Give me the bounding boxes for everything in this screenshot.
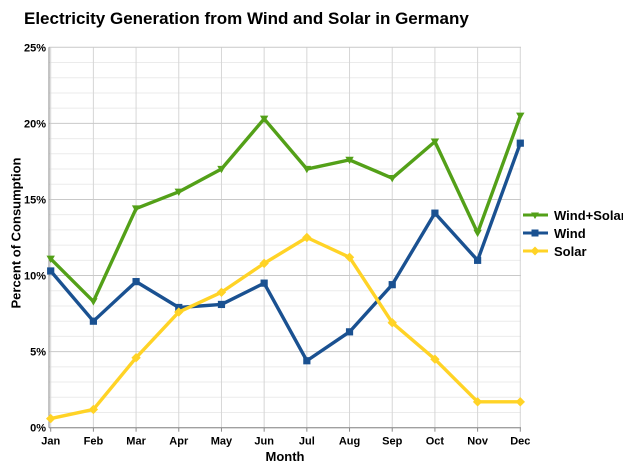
legend-item-wind-solar: Wind+Solar: [522, 207, 623, 223]
x-tick-label: Feb: [84, 436, 104, 448]
legend-item-wind: Wind: [522, 225, 623, 241]
y-tick-label: 15%: [24, 194, 46, 206]
data-point-wind-solar: [473, 229, 482, 238]
data-point-solar: [344, 252, 355, 262]
x-tick-label: Jul: [299, 436, 315, 448]
x-tick-label: May: [211, 436, 233, 448]
data-point-solar: [472, 397, 483, 407]
data-point-wind-solar: [259, 115, 269, 124]
square-legend-marker-icon: [523, 229, 548, 237]
data-point-wind-solar: [430, 138, 440, 146]
data-point-wind: [345, 328, 354, 336]
x-tick-label: Nov: [467, 436, 489, 448]
data-point-solar: [88, 404, 99, 415]
data-point-wind: [89, 317, 97, 325]
data-point-wind: [132, 278, 140, 286]
data-point-wind-solar: [89, 298, 98, 306]
data-point-wind: [260, 279, 268, 287]
legend-label: Solar: [554, 243, 587, 259]
data-point-wind-solar: [131, 205, 141, 213]
data-point-solar: [515, 397, 525, 407]
data-point-solar: [131, 353, 141, 363]
x-axis-title: Month: [265, 449, 305, 464]
y-tick-label: 0%: [30, 423, 46, 435]
x-tick-label: Apr: [169, 436, 189, 448]
y-tick-label: 5%: [30, 347, 46, 359]
data-point-wind: [303, 357, 311, 365]
data-point-wind: [47, 267, 55, 275]
data-point-solar: [46, 413, 56, 424]
data-point-wind-solar: [345, 156, 354, 165]
data-point-solar: [174, 307, 184, 317]
x-tick-label: Dec: [510, 436, 530, 448]
data-point-wind-solar: [217, 165, 226, 174]
data-point-wind-solar: [46, 255, 55, 264]
data-point-wind-solar: [174, 188, 183, 197]
data-point-wind: [388, 281, 396, 289]
series-line-wind-solar: [49, 114, 522, 304]
y-tick-label: 10%: [24, 271, 46, 283]
data-point-wind-solar: [388, 174, 397, 183]
legend-label: Wind: [554, 225, 586, 241]
data-point-wind-solar: [302, 165, 312, 174]
chart-title: Electricity Generation from Wind and Sol…: [24, 9, 469, 28]
diamond-legend-marker-icon: [523, 246, 548, 256]
x-tick-label: Jan: [41, 436, 60, 448]
legend-item-solar: Solar: [522, 243, 623, 259]
data-point-wind-solar: [516, 112, 525, 120]
legend: Wind+Solar Wind Solar: [522, 207, 623, 259]
legend-label: Wind+Solar: [554, 207, 623, 223]
y-axis-title: Percent of Consumption: [8, 157, 24, 309]
y-tick-label: 25%: [24, 42, 46, 54]
data-point-solar: [302, 232, 312, 243]
x-tick-label: Mar: [126, 436, 146, 448]
data-point-solar: [430, 354, 440, 364]
data-point-solar: [259, 258, 269, 269]
data-point-wind: [217, 300, 226, 309]
x-tick-label: Aug: [339, 436, 360, 448]
y-tick-label: 20%: [24, 118, 46, 130]
data-point-wind: [516, 139, 524, 147]
data-point-solar: [387, 318, 397, 328]
x-tick-label: Oct: [426, 436, 445, 448]
triangle-down-legend-marker-icon: [523, 212, 548, 219]
x-tick-label: Jun: [254, 436, 274, 448]
series-line-wind: [49, 141, 522, 363]
data-point-wind: [474, 256, 482, 264]
data-point-solar: [216, 287, 227, 297]
series-line-solar: [49, 235, 522, 421]
data-point-wind: [431, 209, 439, 217]
x-tick-label: Sep: [382, 436, 402, 448]
